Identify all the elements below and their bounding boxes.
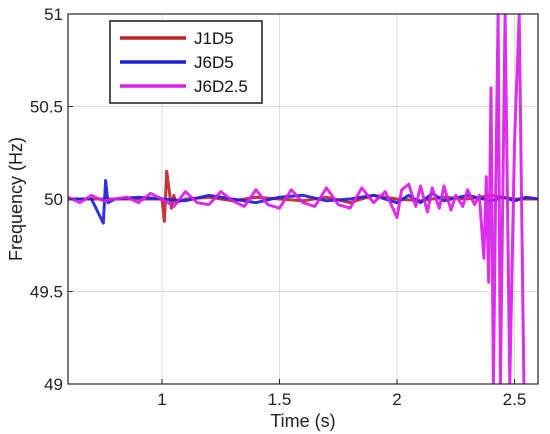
y-axis-label: Frequency (Hz) bbox=[6, 137, 26, 261]
x-tick-label: 2 bbox=[392, 390, 401, 409]
legend-label: J6D2.5 bbox=[194, 77, 248, 96]
series-line-j6d2-5 bbox=[68, 14, 526, 384]
x-axis-label: Time (s) bbox=[270, 411, 335, 431]
legend-label: J1D5 bbox=[194, 29, 234, 48]
y-tick-label: 49 bbox=[44, 375, 63, 394]
ticks: 1 1.5 2 2.5 49 49.5 50 50.5 51 bbox=[30, 5, 526, 409]
y-tick-label: 51 bbox=[44, 5, 63, 24]
x-tick-label: 2.5 bbox=[503, 390, 527, 409]
legend: J1D5 J6D5 J6D2.5 bbox=[109, 20, 263, 104]
y-tick-label: 49.5 bbox=[30, 283, 63, 302]
legend-label: J6D5 bbox=[194, 53, 234, 72]
series-layer bbox=[68, 14, 538, 384]
y-tick-label: 50.5 bbox=[30, 98, 63, 117]
x-tick-label: 1.5 bbox=[268, 390, 292, 409]
y-tick-label: 50 bbox=[44, 190, 63, 209]
x-tick-label: 1 bbox=[157, 390, 166, 409]
